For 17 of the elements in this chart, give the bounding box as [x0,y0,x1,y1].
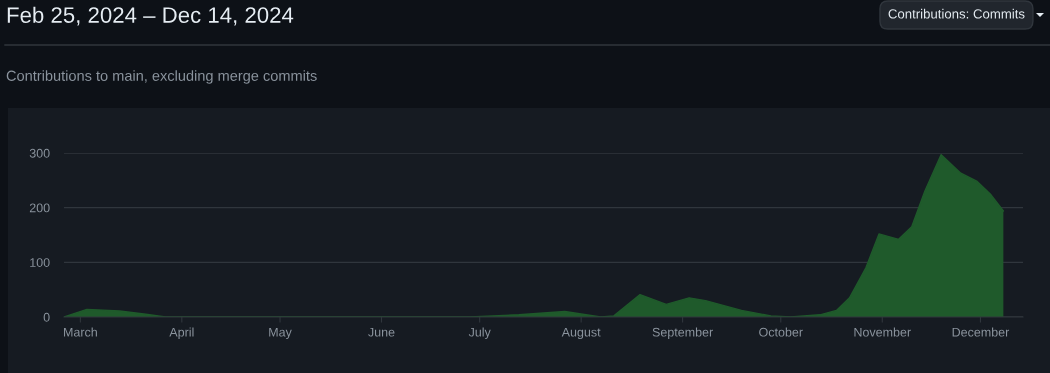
x-tick-label: September [652,327,713,340]
x-tick-label: June [368,327,395,337]
x-tick-label: April [169,327,194,340]
x-tick-label: July [468,327,491,340]
x-tick-label: December [952,327,1010,337]
y-tick-label: 0 [43,312,50,322]
y-tick-label: 300 [29,148,50,158]
x-tick-label: November [854,327,911,337]
x-tick-label: March [64,327,97,337]
x-tick-label: October [759,327,803,337]
text: Contributions: Commits [888,8,1025,19]
chart-subtitle: Contributions to main, excluding merge commits [6,70,317,84]
x-tick-label: August [561,327,601,340]
chart-title: Feb 25, 2024 – Dec 14, 2024 [7,6,294,26]
x-tick-label: May [269,327,292,340]
y-tick-label: 100 [30,258,50,267]
y-tick-label: 200 [29,203,50,213]
